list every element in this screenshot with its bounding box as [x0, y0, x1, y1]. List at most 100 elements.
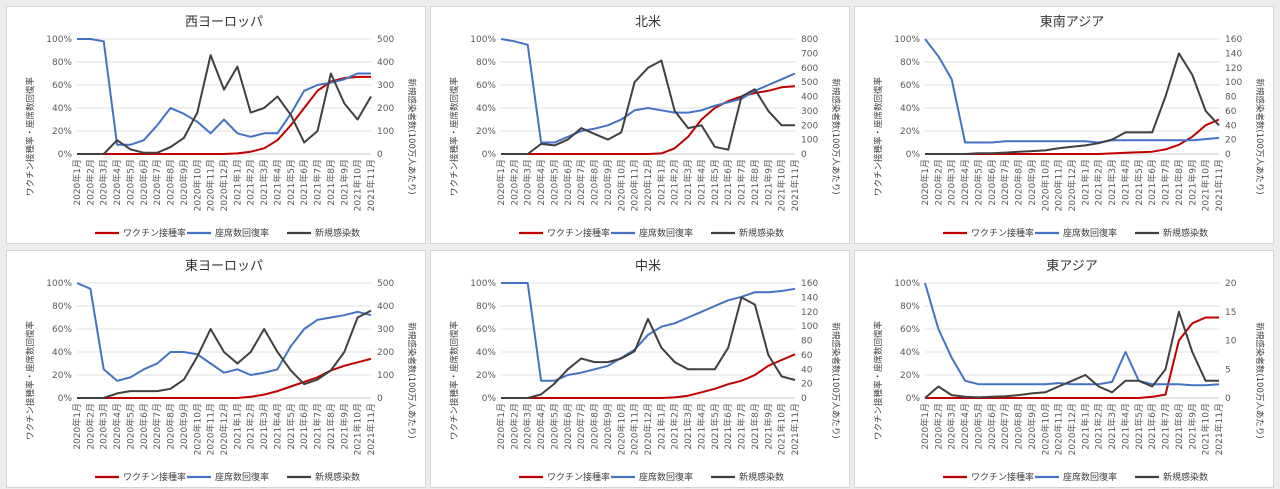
legend-label-cases: 新規感染数 — [1163, 471, 1208, 483]
x-tick-label: 2021年2月 — [245, 159, 257, 206]
y-left-tick-label: 20% — [52, 371, 72, 381]
x-tick-label: 2020年10月 — [1039, 159, 1051, 211]
x-tick-label: 2021年1月 — [1079, 403, 1091, 450]
y-left-tick-label: 40% — [900, 104, 920, 114]
x-tick-label: 2021年8月 — [325, 403, 337, 450]
x-tick-label: 2020年10月 — [1039, 403, 1051, 455]
legend-label-seat: 座席数回復率 — [1063, 471, 1117, 483]
x-tick-label: 2021年6月 — [1146, 403, 1158, 450]
x-tick-label: 2020年6月 — [138, 403, 150, 450]
y-left-tick-label: 40% — [476, 104, 496, 114]
series-line-cases — [924, 310, 1219, 399]
x-tick-label: 2021年7月 — [312, 403, 324, 450]
x-tick-label: 2021年10月 — [1200, 403, 1212, 455]
y-left-tick-label: 80% — [900, 58, 920, 68]
series-line-cases — [77, 309, 372, 399]
x-tick-label: 2020年11月 — [629, 403, 641, 455]
y-left-tick-label: 60% — [476, 325, 496, 335]
x-tick-label: 2021年10月 — [352, 403, 364, 455]
y-right-tick-label: 10 — [1225, 337, 1237, 347]
y-left-tick-label: 100% — [894, 279, 920, 289]
x-tick-label: 2021年11月 — [789, 403, 801, 455]
y-left-tick-label: 0% — [482, 150, 497, 160]
x-tick-label: 2020年4月 — [959, 403, 971, 450]
x-tick-label: 2020年4月 — [535, 403, 547, 450]
y-right-tick-label: 300 — [377, 81, 394, 91]
x-tick-label: 2021年7月 — [1160, 159, 1172, 206]
y-left-tick-label: 0% — [58, 394, 73, 404]
y-left-tick-label: 100% — [894, 35, 920, 45]
x-tick-label: 2021年9月 — [762, 159, 774, 206]
x-tick-label: 2020年12月 — [218, 159, 230, 211]
x-tick-label: 2020年3月 — [946, 403, 958, 450]
chart-title: 東ヨーロッパ — [185, 258, 263, 274]
x-tick-label: 2021年5月 — [1133, 159, 1145, 206]
y-right-tick-label: 200 — [377, 104, 394, 114]
x-tick-label: 2021年11月 — [1213, 159, 1225, 211]
chart-panel: 東南アジア 0% 20% 40% 60% 80% 100% 0 20 40 60 80 100 120 14… — [854, 6, 1274, 244]
y-right-tick-label: 300 — [801, 107, 818, 117]
y-left-axis-title: ワクチン接種率・座席数回復率 — [873, 77, 884, 197]
x-tick-label: 2020年2月 — [932, 159, 944, 206]
series-line-cases — [77, 54, 372, 155]
x-tick-label: 2021年7月 — [312, 159, 324, 206]
x-tick-label: 2020年1月 — [919, 403, 931, 450]
y-right-tick-label: 500 — [377, 279, 394, 289]
x-tick-label: 2020年9月 — [1026, 403, 1038, 450]
y-left-tick-label: 80% — [52, 302, 72, 312]
series-line-vaccine — [77, 357, 372, 399]
y-left-tick-label: 100% — [46, 279, 72, 289]
x-tick-label: 2020年6月 — [562, 159, 574, 206]
y-right-tick-label: 400 — [377, 302, 394, 312]
y-right-tick-label: 600 — [801, 64, 818, 74]
x-tick-label: 2021年10月 — [776, 159, 788, 211]
x-tick-label: 2021年4月 — [1119, 403, 1131, 450]
y-right-tick-label: 120 — [1225, 64, 1242, 74]
x-tick-label: 2020年3月 — [98, 403, 110, 450]
x-tick-label: 2020年9月 — [178, 159, 190, 206]
x-tick-label: 2020年5月 — [548, 403, 560, 450]
y-left-tick-label: 60% — [900, 81, 920, 91]
y-right-tick-label: 100 — [801, 322, 818, 332]
chart-title: 中米 — [635, 259, 661, 274]
y-right-tick-label: 15 — [1225, 308, 1236, 318]
y-left-tick-label: 100% — [46, 35, 72, 45]
x-tick-label: 2021年8月 — [325, 159, 337, 206]
y-left-tick-label: 60% — [52, 81, 72, 91]
x-tick-label: 2020年2月 — [508, 159, 520, 206]
x-tick-label: 2020年11月 — [1053, 403, 1065, 455]
y-left-tick-label: 80% — [476, 302, 496, 312]
y-left-tick-label: 40% — [476, 348, 496, 358]
x-tick-label: 2020年8月 — [165, 159, 177, 206]
chart-svg: 中米 0% 20% 40% 60% 80% 100% 0 20 40 60 80 100 120 140 16… — [449, 259, 841, 483]
y-left-tick-label: 20% — [476, 127, 496, 137]
y-right-tick-label: 80 — [1225, 93, 1237, 103]
chart-svg: 北米 0% 20% 40% 60% 80% 100% 0 100 200 300 400 500 600 7… — [449, 15, 841, 239]
chart-title: 北米 — [635, 15, 661, 30]
series-line-vaccine — [501, 353, 796, 399]
series-line-seat — [924, 282, 1220, 387]
y-right-axis-title: 新規感染者数(100万人あたり) — [1254, 322, 1265, 438]
y-left-axis-title: ワクチン接種率・座席数回復率 — [873, 321, 884, 441]
x-tick-label: 2021年11月 — [789, 159, 801, 211]
y-left-tick-label: 80% — [476, 58, 496, 68]
x-tick-label: 2020年1月 — [71, 403, 83, 450]
x-tick-label: 2021年8月 — [749, 159, 761, 206]
y-right-axis-title: 新規感染者数(100万人あたり) — [406, 78, 417, 194]
y-right-tick-label: 0 — [801, 394, 807, 404]
x-tick-label: 2020年10月 — [615, 403, 627, 455]
x-tick-label: 2020年5月 — [124, 159, 136, 206]
y-left-tick-label: 40% — [52, 348, 72, 358]
chart-title: 西ヨーロッパ — [185, 15, 263, 30]
chart-panel: 西ヨーロッパ 0% 20% 40% 60% 80% 100% 0 100 200 300 400 500… — [6, 6, 426, 244]
legend-label-cases: 新規感染数 — [739, 471, 784, 483]
x-tick-label: 2021年1月 — [655, 403, 667, 450]
x-tick-label: 2021年5月 — [285, 403, 297, 450]
x-tick-label: 2020年11月 — [629, 159, 641, 211]
x-tick-label: 2021年2月 — [1093, 403, 1105, 450]
series-line-seat — [924, 38, 1220, 144]
x-tick-label: 2020年7月 — [999, 403, 1011, 450]
x-tick-label: 2020年7月 — [999, 159, 1011, 206]
x-tick-label: 2021年9月 — [762, 403, 774, 450]
